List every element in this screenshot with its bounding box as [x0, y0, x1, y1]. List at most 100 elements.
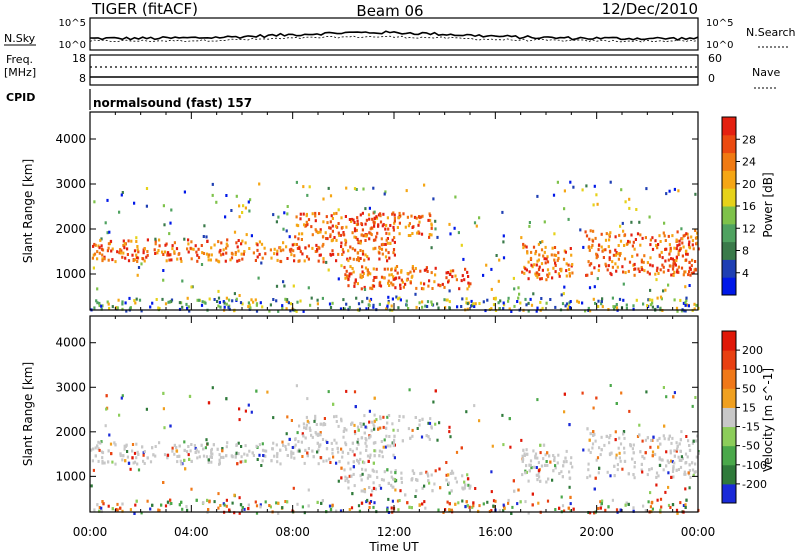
range-gate-cell [544, 245, 547, 249]
range-gate-cell [675, 255, 678, 259]
range-gate-cell [387, 251, 390, 255]
range-gate-cell [649, 505, 652, 509]
range-gate-cell [450, 489, 453, 493]
range-gate-cell [492, 297, 496, 301]
range-gate-cell [296, 502, 299, 506]
range-gate-cell [392, 477, 395, 481]
freq-unit: [MHz] [4, 66, 36, 79]
range-gate-cell [424, 304, 427, 308]
range-gate-cell [685, 461, 688, 464]
range-gate-cell [385, 231, 388, 235]
range-gate-cell [200, 303, 204, 307]
range-gate-cell [225, 242, 228, 246]
range-gate-cell [385, 434, 388, 438]
range-gate-cell [176, 455, 179, 458]
range-gate-cell [618, 233, 621, 237]
range-gate-cell [168, 300, 171, 304]
range-gate-cell [322, 459, 325, 463]
range-gate-cell [354, 432, 357, 436]
range-gate-cell [388, 273, 391, 277]
range-gate-cell [188, 309, 191, 313]
range-gate-cell [525, 448, 528, 452]
range-gate-cell [352, 218, 355, 222]
range-gate-cell [668, 243, 671, 247]
range-gate-cell [490, 490, 493, 494]
range-gate-cell [564, 250, 567, 254]
range-gate-cell [592, 430, 595, 434]
range-gate-cell [333, 236, 336, 239]
range-gate-cell [326, 237, 329, 241]
range-gate-cell [448, 289, 451, 293]
range-gate-cell [437, 508, 440, 512]
range-gate-cell [286, 212, 289, 216]
range-gate-cell [187, 453, 190, 457]
range-gate-cell [538, 273, 541, 277]
range-gate-cell [364, 222, 367, 226]
range-gate-cell [608, 436, 611, 440]
range-gate-cell [525, 464, 528, 468]
range-gate-cell [673, 270, 676, 274]
range-gate-cell [545, 460, 548, 463]
range-gate-cell [668, 434, 671, 438]
range-gate-cell [542, 443, 546, 447]
range-gate-cell [151, 446, 154, 450]
range-gate-cell [219, 455, 223, 459]
range-gate-cell [587, 306, 590, 310]
colorbar-swatch [722, 407, 736, 428]
range-gate-cell [600, 299, 603, 303]
range-gate-cell [337, 222, 340, 225]
range-gate-cell [386, 304, 389, 308]
range-gate-cell [135, 236, 138, 240]
range-gate-cell [595, 193, 598, 197]
range-gate-cell [168, 258, 171, 262]
range-gate-cell [217, 240, 220, 244]
range-gate-cell [614, 305, 617, 309]
range-gate-cell [369, 434, 372, 438]
range-gate-cell [587, 468, 590, 472]
range-gate-cell [589, 309, 592, 313]
range-gate-cell [561, 504, 565, 508]
range-gate-cell [93, 508, 96, 512]
range-gate-cell [373, 449, 376, 453]
range-gate-cell [688, 448, 692, 452]
range-gate-cell [375, 215, 378, 219]
range-gate-cell [548, 454, 551, 458]
range-gate-cell [560, 470, 563, 474]
range-gate-cell [552, 469, 555, 473]
range-gate-cell [154, 445, 157, 448]
range-gate-cell [297, 259, 300, 263]
range-gate-cell [608, 256, 611, 260]
range-gate-cell [339, 233, 342, 237]
range-gate-cell [329, 220, 332, 224]
range-gate-cell [597, 507, 600, 510]
range-gate-cell [649, 445, 652, 449]
range-gate-cell [369, 286, 372, 290]
range-gate-cell [524, 500, 527, 504]
range-gate-cell [149, 507, 152, 511]
range-gate-cell [641, 439, 644, 443]
range-gate-cell [431, 489, 434, 493]
range-gate-cell [352, 465, 355, 469]
colorbar-swatch [722, 188, 736, 207]
range-gate-cell [190, 443, 193, 446]
range-gate-cell [319, 456, 322, 460]
range-gate-cell [299, 217, 302, 221]
colorbar-swatch [722, 464, 736, 485]
range-gate-cell [286, 454, 289, 457]
range-gate-cell [450, 508, 453, 512]
range-gate-cell [617, 244, 620, 247]
range-gate-cell [370, 429, 373, 433]
range-gate-cell [377, 224, 380, 228]
range-gate-cell [352, 472, 355, 476]
range-gate-cell [330, 239, 333, 243]
range-gate-cell [90, 448, 93, 452]
range-gate-cell [600, 232, 603, 236]
range-gate-cell [210, 253, 213, 257]
range-gate-cell [92, 447, 95, 451]
range-gate-cell [351, 421, 354, 425]
range-gate-cell [537, 242, 540, 246]
range-gate-cell [315, 432, 318, 436]
range-gate-cell [305, 423, 308, 427]
range-gate-cell [322, 257, 325, 261]
